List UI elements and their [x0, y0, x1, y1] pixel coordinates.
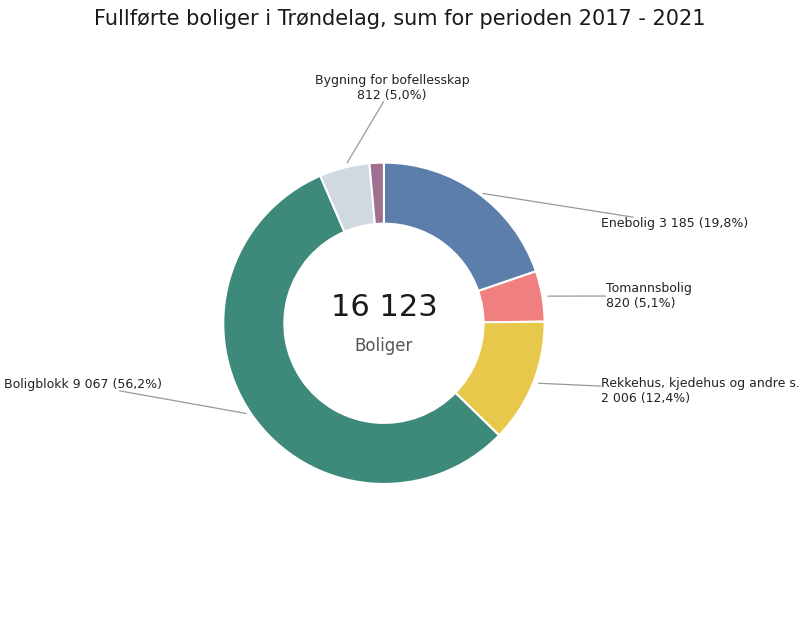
Wedge shape	[370, 162, 384, 224]
Text: Boliger: Boliger	[354, 337, 413, 355]
Wedge shape	[455, 322, 545, 435]
Text: Tomannsbolig
820 (5,1%): Tomannsbolig 820 (5,1%)	[548, 282, 691, 310]
Text: Rekkehus, kjedehus og andre s...
2 006 (12,4%): Rekkehus, kjedehus og andre s... 2 006 (…	[538, 377, 800, 405]
Text: 16 123: 16 123	[330, 293, 438, 322]
Text: Boligblokk 9 067 (56,2%): Boligblokk 9 067 (56,2%)	[4, 378, 246, 413]
Wedge shape	[384, 162, 536, 291]
Wedge shape	[223, 176, 499, 484]
Wedge shape	[478, 271, 545, 322]
Text: Enebolig 3 185 (19,8%): Enebolig 3 185 (19,8%)	[483, 194, 748, 230]
Title: Fullførte boliger i Trøndelag, sum for perioden 2017 - 2021: Fullførte boliger i Trøndelag, sum for p…	[94, 9, 706, 29]
Wedge shape	[320, 163, 375, 232]
Text: Bygning for bofellesskap
812 (5,0%): Bygning for bofellesskap 812 (5,0%)	[314, 73, 470, 163]
